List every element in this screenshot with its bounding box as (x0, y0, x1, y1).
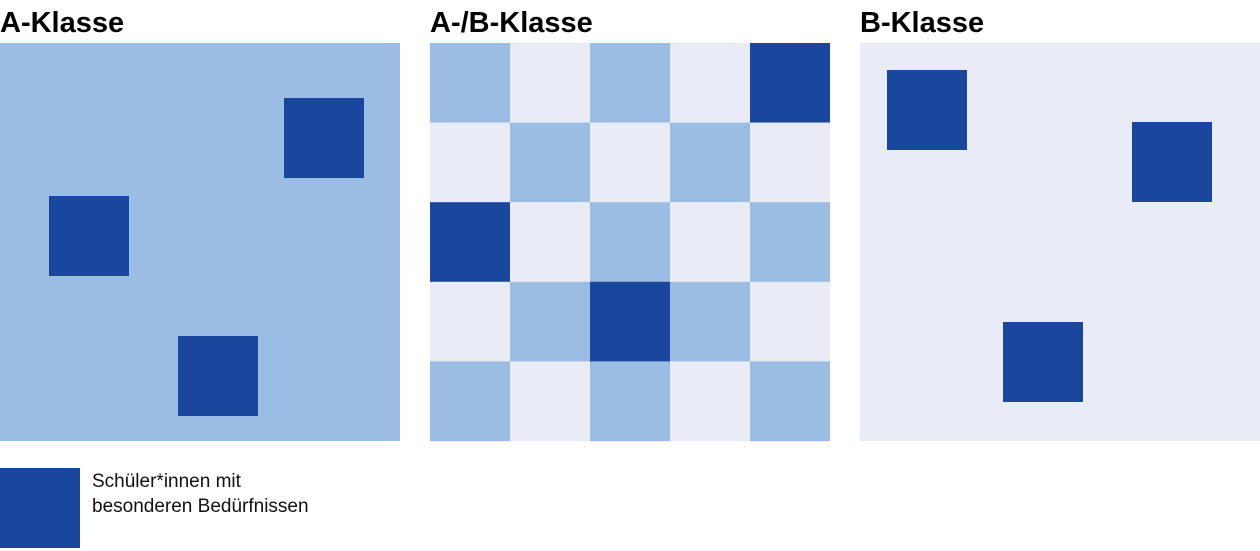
grid-cell (670, 361, 750, 442)
student-square (1003, 322, 1083, 402)
grid-cell (750, 202, 830, 282)
grid-cell (670, 281, 750, 362)
grid-cell (510, 43, 590, 123)
grid-cell (590, 361, 670, 442)
student-square (49, 196, 129, 276)
grid-cell (510, 122, 590, 203)
panel-a (0, 43, 400, 441)
panel-b (860, 43, 1260, 441)
grid-cell (430, 281, 510, 362)
student-square (284, 98, 364, 178)
grid-cell (590, 122, 670, 203)
grid-cell (510, 281, 590, 362)
panel-title: B-Klasse (860, 7, 984, 39)
grid-cell (510, 202, 590, 282)
grid-cell (430, 122, 510, 203)
student-square (1132, 122, 1212, 202)
panel-ab (430, 43, 830, 442)
grid-cell (750, 281, 830, 362)
grid-cell (430, 361, 510, 442)
grid-cell (670, 122, 750, 203)
panel-title: A-Klasse (0, 7, 124, 39)
grid-cell (590, 202, 670, 282)
student-square (750, 43, 830, 123)
grid-cell (670, 202, 750, 282)
grid-cell (590, 43, 670, 123)
student-square (590, 281, 670, 362)
grid-cell (510, 361, 590, 442)
legend-text: besonderen Bedürfnissen (92, 496, 309, 517)
student-square (178, 336, 258, 416)
legend-swatch (0, 468, 80, 548)
grid-cell (430, 43, 510, 123)
legend-text: Schüler*innen mit (92, 471, 242, 492)
grid-cell (750, 361, 830, 442)
grid-cell (750, 122, 830, 203)
student-square (430, 202, 510, 282)
student-square (887, 70, 967, 150)
panel-title: A-/B-Klasse (430, 7, 593, 39)
grid-cell (670, 43, 750, 123)
